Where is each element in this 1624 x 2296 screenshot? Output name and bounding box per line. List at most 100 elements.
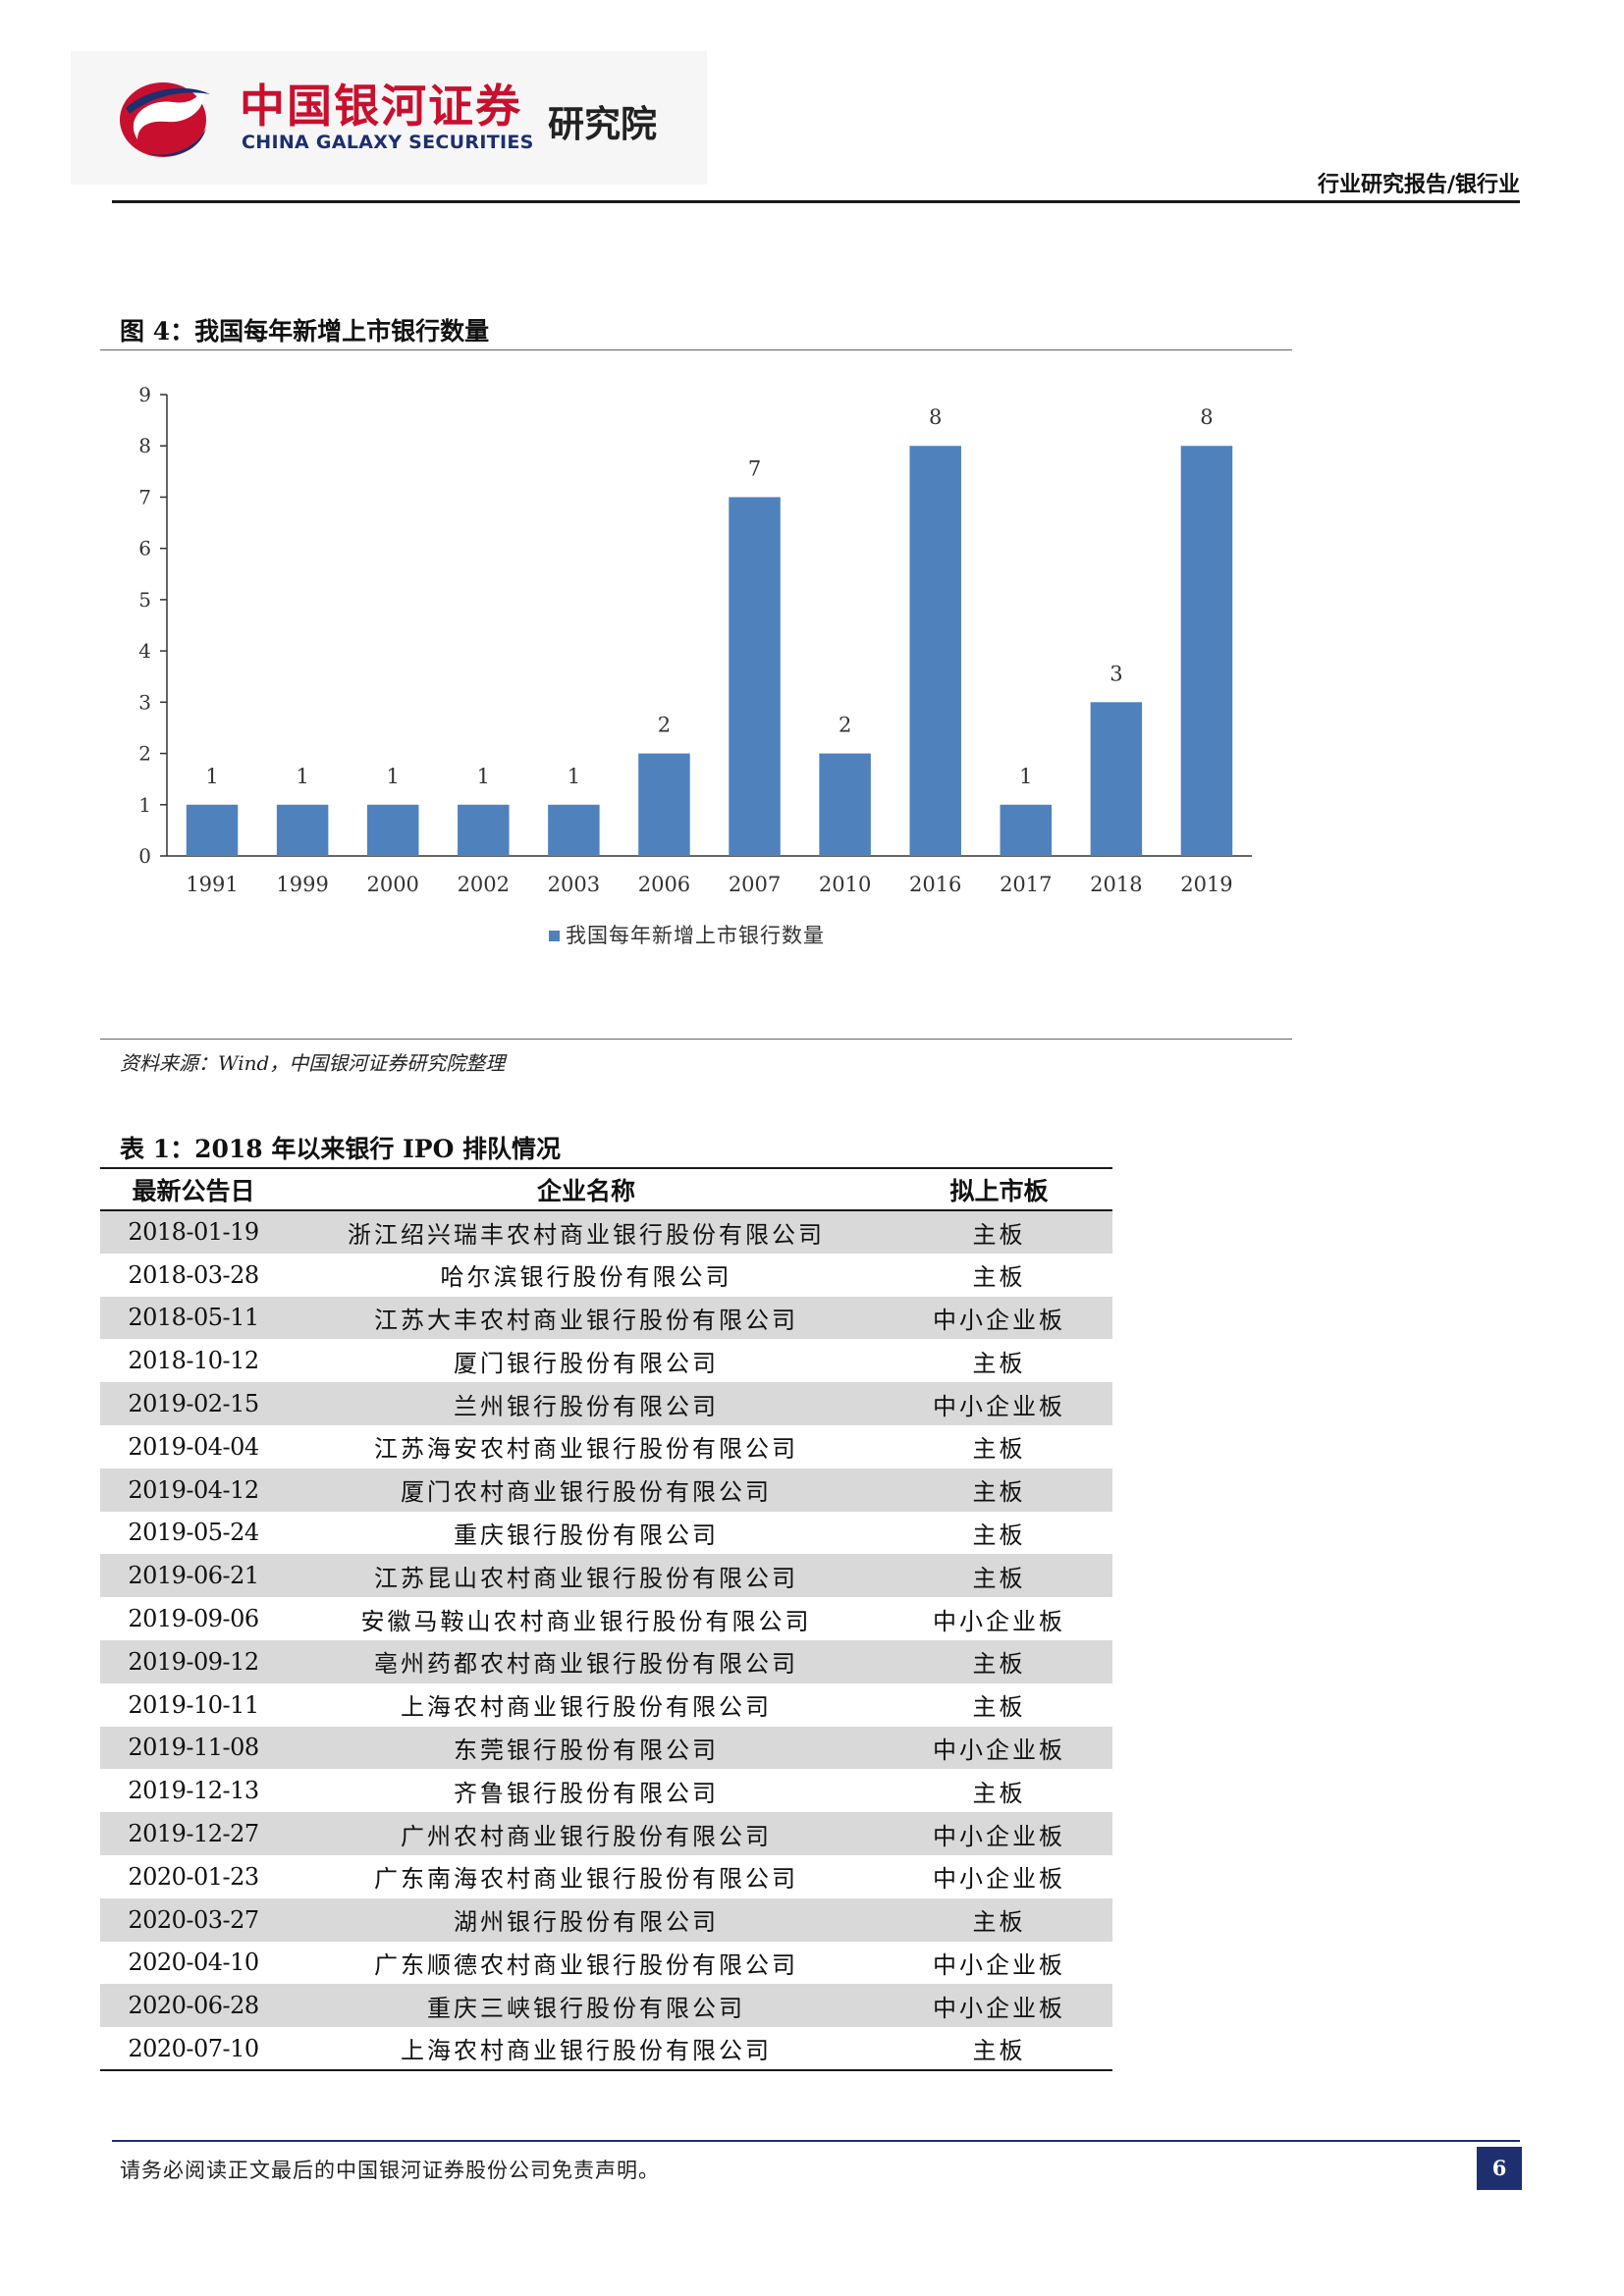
header-divider — [112, 200, 1520, 203]
data-label: 1 — [205, 765, 218, 788]
cell-date: 2019-02-15 — [128, 1390, 259, 1418]
x-tick-label: 1999 — [276, 873, 328, 896]
bar — [548, 804, 600, 856]
x-tick-label: 2000 — [366, 873, 418, 896]
table-row: 2020-03-27 湖州银行股份有限公司 主板 — [100, 1897, 1112, 1942]
data-label: 1 — [387, 765, 400, 788]
y-tick-label: 3 — [138, 690, 151, 714]
data-label: 7 — [748, 456, 761, 480]
data-label: 8 — [1200, 405, 1213, 429]
table-row: 2019-12-13 齐鲁银行股份有限公司 主板 — [100, 1769, 1112, 1812]
bar — [276, 804, 329, 856]
bar — [1000, 804, 1053, 856]
table-row: 2019-09-12 亳州药都农村商业银行股份有限公司 主板 — [100, 1639, 1112, 1683]
cell-date: 2020-03-27 — [128, 1905, 259, 1934]
cell-board: 主板 — [972, 1478, 1026, 1507]
table-row: 2018-01-19 浙江绍兴瑞丰农村商业银行股份有限公司 主板 — [100, 1210, 1112, 1254]
x-tick-label: 2016 — [909, 873, 961, 896]
table-row: 2019-10-11 上海农村商业银行股份有限公司 主板 — [100, 1683, 1112, 1727]
cell-company: 上海农村商业银行股份有限公司 — [401, 1693, 772, 1722]
cell-date: 2018-05-11 — [128, 1304, 259, 1332]
cell-company: 广东顺德农村商业银行股份有限公司 — [374, 1950, 798, 1979]
y-tick-label: 0 — [138, 844, 151, 868]
cell-date: 2019-04-04 — [128, 1432, 259, 1461]
cell-board: 主板 — [972, 1650, 1026, 1679]
legend-swatch — [549, 931, 560, 941]
logo-english-name: CHINA GALAXY SECURITIES — [242, 132, 534, 153]
table-row: 2019-04-04 江苏海安农村商业银行股份有限公司 主板 — [100, 1425, 1112, 1468]
cell-company: 哈尔滨银行股份有限公司 — [440, 1263, 732, 1292]
cell-board: 中小企业板 — [933, 1822, 1065, 1850]
table-header-row: 最新公告日 企业名称 拟上市板 — [100, 1167, 1112, 1211]
cell-date: 2018-03-28 — [128, 1260, 259, 1289]
cell-date: 2019-12-13 — [128, 1777, 259, 1805]
bar — [366, 804, 419, 856]
figure-bottom-divider — [100, 1039, 1292, 1040]
cell-board: 主板 — [886, 2027, 1112, 2071]
x-tick-label: 2017 — [1000, 873, 1052, 896]
bar — [638, 753, 690, 856]
cell-date: 2018-10-12 — [128, 1347, 259, 1375]
cell-date: 2020-07-10 — [100, 2027, 287, 2071]
cell-date: 2019-06-21 — [128, 1562, 259, 1590]
cell-company: 重庆银行股份有限公司 — [454, 1521, 719, 1549]
cell-board: 主板 — [972, 1779, 1026, 1807]
cell-company: 厦门银行股份有限公司 — [454, 1349, 719, 1377]
data-label: 2 — [839, 714, 851, 737]
cell-company: 江苏大丰农村商业银行股份有限公司 — [374, 1306, 798, 1334]
bar — [1180, 446, 1233, 856]
cell-board: 中小企业板 — [933, 1865, 1065, 1894]
bar — [909, 446, 961, 856]
cell-board: 主板 — [972, 1564, 1026, 1592]
table-row: 2018-10-12 厦门银行股份有限公司 主板 — [100, 1339, 1112, 1382]
cell-company: 齐鲁银行股份有限公司 — [454, 1779, 719, 1807]
legend-label: 我国每年新增上市银行数量 — [566, 924, 825, 947]
table-row: 2020-01-23 广东南海农村商业银行股份有限公司 中小企业板 — [100, 1855, 1112, 1898]
cell-board: 中小企业板 — [933, 1607, 1065, 1635]
data-label: 3 — [1110, 662, 1122, 685]
table-row: 2018-03-28 哈尔滨银行股份有限公司 主板 — [100, 1254, 1112, 1297]
cell-date: 2019-09-12 — [128, 1647, 259, 1676]
cell-board: 主板 — [972, 1349, 1026, 1377]
cell-board: 主板 — [972, 1263, 1026, 1292]
cell-board: 主板 — [972, 1435, 1026, 1464]
cell-date: 2019-10-11 — [128, 1690, 259, 1719]
y-tick-label: 6 — [138, 537, 151, 561]
data-label: 8 — [929, 405, 942, 429]
x-tick-label: 2007 — [729, 873, 781, 896]
x-tick-label: 2019 — [1180, 873, 1232, 896]
table-row: 2018-05-11 江苏大丰农村商业银行股份有限公司 中小企业板 — [100, 1296, 1112, 1340]
data-label: 2 — [658, 714, 671, 737]
figure-title: 图 4：我国每年新增上市银行数量 — [120, 317, 490, 346]
column-header-company: 企业名称 — [287, 1167, 886, 1211]
cell-board: 中小企业板 — [933, 1306, 1065, 1334]
table-row: 2019-11-08 东莞银行股份有限公司 中小企业板 — [100, 1726, 1112, 1770]
bar — [729, 497, 781, 856]
cell-company: 厦门农村商业银行股份有限公司 — [401, 1478, 772, 1507]
ipo-queue-table: 最新公告日 企业名称 拟上市板 2018-01-19 浙江绍兴瑞丰农村商业银行股份… — [100, 1167, 1112, 2071]
cell-board: 主板 — [972, 1908, 1026, 1937]
table-row: 2020-04-10 广东顺德农村商业银行股份有限公司 中小企业板 — [100, 1942, 1112, 1985]
table-row: 2019-02-15 兰州银行股份有限公司 中小企业板 — [100, 1382, 1112, 1425]
y-tick-label: 5 — [138, 588, 151, 612]
table-row: 2019-04-12 厦门农村商业银行股份有限公司 主板 — [100, 1468, 1112, 1512]
galaxy-logo-icon — [120, 82, 210, 157]
cell-board: 中小企业板 — [933, 1392, 1065, 1420]
cell-company: 上海农村商业银行股份有限公司 — [287, 2027, 886, 2071]
cell-board: 主板 — [972, 1220, 1026, 1249]
y-tick-label: 2 — [138, 742, 151, 766]
logo-chinese-name: 中国银河证券 — [240, 80, 522, 133]
cell-board: 中小企业板 — [933, 1994, 1065, 2022]
cell-date: 2019-11-08 — [128, 1734, 259, 1762]
cell-board: 主板 — [972, 1521, 1026, 1549]
cell-company: 江苏海安农村商业银行股份有限公司 — [374, 1435, 798, 1464]
cell-company: 浙江绍兴瑞丰农村商业银行股份有限公司 — [348, 1220, 825, 1249]
data-label: 1 — [296, 765, 308, 788]
table-row: 2019-09-06 安徽马鞍山农村商业银行股份有限公司 中小企业板 — [100, 1597, 1112, 1640]
data-label: 1 — [1019, 765, 1032, 788]
cell-date: 2020-06-28 — [128, 1992, 259, 2020]
cell-company: 兰州银行股份有限公司 — [454, 1392, 719, 1420]
page-number: 6 — [1477, 2147, 1522, 2190]
y-tick-label: 8 — [138, 434, 151, 457]
cell-company: 广东南海农村商业银行股份有限公司 — [374, 1865, 798, 1894]
